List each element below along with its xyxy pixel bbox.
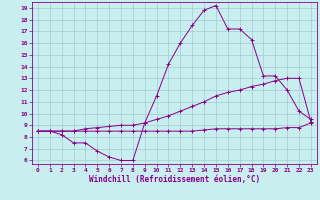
X-axis label: Windchill (Refroidissement éolien,°C): Windchill (Refroidissement éolien,°C) (89, 175, 260, 184)
